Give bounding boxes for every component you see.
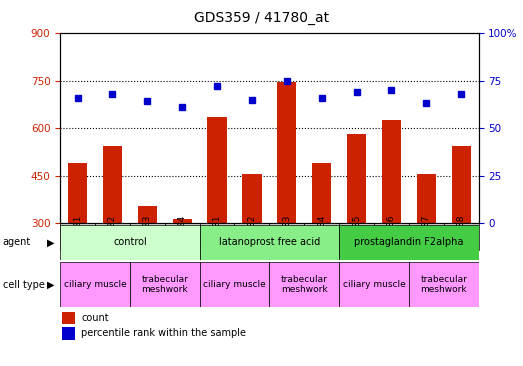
Bar bbox=[60, 223, 95, 250]
Bar bbox=[62, 327, 75, 340]
Text: GSM6681: GSM6681 bbox=[212, 215, 222, 258]
Text: cell type: cell type bbox=[3, 280, 44, 290]
Text: GSM6682: GSM6682 bbox=[247, 215, 256, 258]
Text: GSM7624: GSM7624 bbox=[178, 215, 187, 258]
Bar bbox=[312, 163, 331, 223]
Text: GSM7621: GSM7621 bbox=[73, 215, 82, 258]
Text: trabecular
meshwork: trabecular meshwork bbox=[281, 275, 327, 294]
Text: GSM7623: GSM7623 bbox=[143, 215, 152, 258]
Bar bbox=[130, 223, 165, 250]
Bar bbox=[409, 223, 444, 250]
Bar bbox=[103, 146, 122, 223]
Text: GSM7622: GSM7622 bbox=[108, 215, 117, 258]
Bar bbox=[242, 174, 262, 223]
Text: percentile rank within the sample: percentile rank within the sample bbox=[81, 328, 246, 338]
Bar bbox=[277, 82, 297, 223]
Bar bbox=[444, 223, 479, 250]
Bar bbox=[304, 223, 339, 250]
Bar bbox=[347, 134, 366, 223]
Bar bbox=[451, 146, 471, 223]
Bar bbox=[60, 225, 200, 260]
Bar bbox=[165, 223, 200, 250]
Bar bbox=[200, 262, 269, 307]
Text: ciliary muscle: ciliary muscle bbox=[203, 280, 266, 289]
Bar bbox=[234, 223, 269, 250]
Bar bbox=[208, 117, 226, 223]
Bar bbox=[409, 262, 479, 307]
Text: GDS359 / 41780_at: GDS359 / 41780_at bbox=[194, 11, 329, 25]
Bar bbox=[130, 262, 200, 307]
Bar bbox=[269, 262, 339, 307]
Bar bbox=[269, 223, 304, 250]
Bar bbox=[200, 225, 339, 260]
Text: ciliary muscle: ciliary muscle bbox=[64, 280, 127, 289]
Text: ▶: ▶ bbox=[48, 280, 55, 290]
Text: GSM6687: GSM6687 bbox=[422, 215, 431, 258]
Bar bbox=[339, 225, 479, 260]
Bar bbox=[374, 223, 409, 250]
Text: agent: agent bbox=[3, 238, 31, 247]
Bar bbox=[95, 223, 130, 250]
Text: prostaglandin F2alpha: prostaglandin F2alpha bbox=[354, 238, 463, 247]
Bar bbox=[382, 120, 401, 223]
Bar bbox=[417, 174, 436, 223]
Text: latanoprost free acid: latanoprost free acid bbox=[219, 238, 320, 247]
Bar bbox=[68, 163, 87, 223]
Bar bbox=[62, 311, 75, 324]
Bar bbox=[138, 206, 157, 223]
Text: GSM6685: GSM6685 bbox=[352, 215, 361, 258]
Bar bbox=[339, 262, 409, 307]
Bar bbox=[200, 223, 234, 250]
Bar bbox=[173, 219, 192, 223]
Text: GSM6686: GSM6686 bbox=[387, 215, 396, 258]
Text: GSM6688: GSM6688 bbox=[457, 215, 465, 258]
Text: ciliary muscle: ciliary muscle bbox=[343, 280, 405, 289]
Text: GSM6683: GSM6683 bbox=[282, 215, 291, 258]
Text: trabecular
meshwork: trabecular meshwork bbox=[141, 275, 188, 294]
Text: count: count bbox=[81, 313, 109, 323]
Text: control: control bbox=[113, 238, 147, 247]
Text: ▶: ▶ bbox=[48, 238, 55, 247]
Text: trabecular
meshwork: trabecular meshwork bbox=[420, 275, 467, 294]
Text: GSM6684: GSM6684 bbox=[317, 215, 326, 258]
Bar bbox=[60, 262, 130, 307]
Bar bbox=[339, 223, 374, 250]
